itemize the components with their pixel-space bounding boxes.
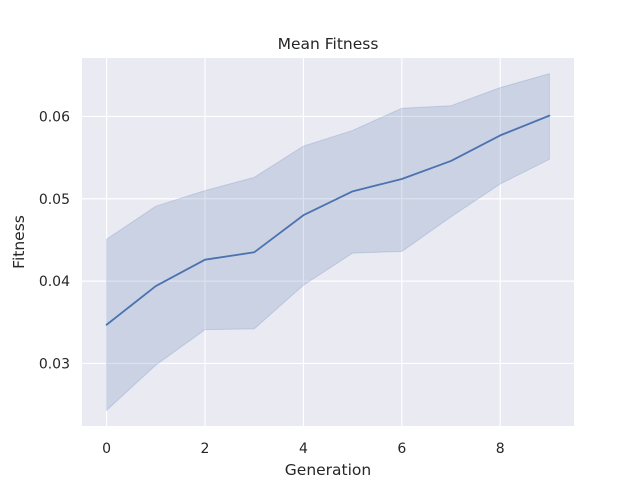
x-tick-label: 6 — [397, 441, 406, 457]
confidence-band — [106, 72, 550, 412]
series-line-layer — [105, 114, 551, 326]
y-axis-ticks: 0.03 0.04 0.05 0.06 — [39, 109, 70, 372]
y-tick-label: 0.03 — [39, 356, 70, 372]
y-tick-label: 0.06 — [39, 109, 70, 125]
x-tick-label: 8 — [496, 441, 505, 457]
series-line — [105, 114, 551, 326]
y-axis-label: Fitness — [10, 215, 28, 269]
y-tick-label: 0.05 — [39, 192, 70, 208]
x-tick-label: 4 — [299, 441, 308, 457]
chart-title: Mean Fitness — [278, 35, 379, 53]
x-axis-ticks: 0 2 4 6 8 — [102, 441, 505, 457]
gridlines — [82, 58, 574, 426]
plot-area — [82, 58, 574, 426]
y-tick-label: 0.04 — [39, 274, 70, 290]
x-axis-label: Generation — [285, 461, 371, 479]
confidence-band-layer — [106, 72, 550, 412]
x-tick-label: 2 — [201, 441, 210, 457]
x-tick-label: 0 — [102, 441, 111, 457]
